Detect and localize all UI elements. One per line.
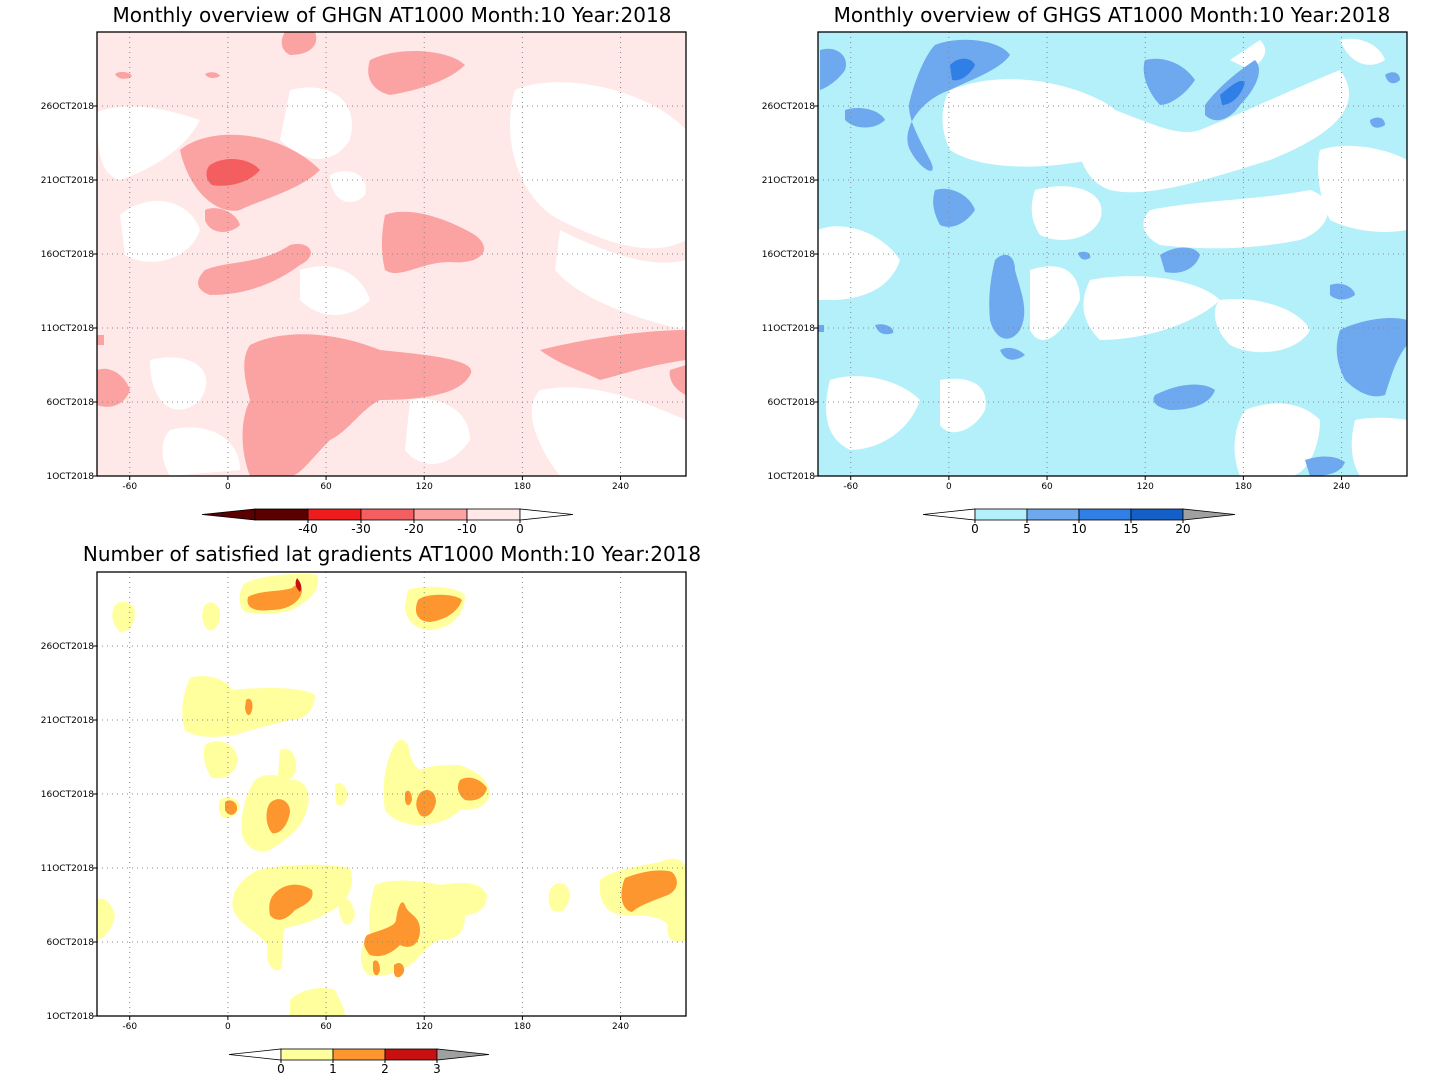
colorbar-label: 3 [433,1062,441,1076]
y-tick-label: 1OCT2018 [47,472,95,482]
colorbar: 0 1 2 3 [228,1048,490,1076]
y-tick-label: 26OCT2018 [41,102,94,112]
colorbar-swatch [974,508,1028,521]
darkred-cell [295,578,302,592]
colorbar: 0 5 10 15 20 [922,508,1236,536]
y-tick-label: 11OCT2018 [41,324,94,334]
mid-red-regions [97,32,686,476]
x-tick-label: 0 [225,482,231,492]
y-tick-label: 16OCT2018 [762,250,815,260]
white-regions [818,38,1407,476]
colorbar-extend-high [436,1048,490,1061]
colorbar-swatch [360,508,415,521]
panel-ghgs: Monthly overview of GHGS AT1000 Month:10… [762,3,1408,536]
x-axis: -60 0 60 120 180 240 [843,476,1350,492]
colorbar-label: 0 [277,1062,285,1076]
y-axis: 1OCT2018 6OCT2018 11OCT2018 16OCT2018 21OCT2… [762,102,818,482]
grid [97,572,686,1016]
y-tick-label: 26OCT2018 [41,642,94,652]
colorbar-label: 10 [1071,522,1086,536]
colorbar-label: 1 [329,1062,337,1076]
y-tick-label: 6OCT2018 [47,938,95,948]
x-tick-label: 60 [320,482,332,492]
colorbar-extend-low [201,508,256,521]
y-tick-label: 1OCT2018 [47,1012,95,1022]
x-tick-label: 120 [1137,482,1154,492]
strong-red-core [206,158,260,186]
orange-regions [225,584,677,978]
colorbar-label: -40 [298,522,318,536]
mid-blue-regions [818,39,1407,476]
x-tick-label: 240 [612,482,629,492]
panel-ghgn: Monthly overview of GHGN AT1000 Month:10… [41,3,687,536]
x-axis: -60 0 60 120 180 240 [122,476,629,492]
colorbar-extend-high [1182,508,1236,521]
colorbar-label: -20 [404,522,424,536]
x-tick-label: 60 [320,1022,332,1032]
colorbar-label: -30 [351,522,371,536]
y-tick-label: 11OCT2018 [762,324,815,334]
x-tick-label: 120 [416,1022,433,1032]
x-tick-label: -60 [843,482,858,492]
y-tick-label: 16OCT2018 [41,790,94,800]
colorbar-swatch [1026,508,1080,521]
colorbar-swatch [307,508,362,521]
white-regions [97,82,686,476]
colorbar-swatch [280,1048,334,1061]
y-tick-label: 6OCT2018 [47,398,95,408]
colorbar-swatch [332,1048,386,1061]
colorbar-label: 0 [516,522,524,536]
y-tick-label: 21OCT2018 [41,716,94,726]
colorbar-swatch [254,508,309,521]
y-axis: 1OCT2018 6OCT2018 11OCT2018 16OCT2018 21OCT2… [41,102,97,482]
y-tick-label: 1OCT2018 [768,472,816,482]
colorbar-swatch [384,1048,438,1061]
colorbar: -40 -30 -20 -10 0 [201,508,574,536]
chart-title: Monthly overview of GHGN AT1000 Month:10… [113,3,672,27]
x-tick-label: 0 [225,1022,231,1032]
chart-title: Monthly overview of GHGS AT1000 Month:10… [834,3,1391,27]
colorbar-swatch [413,508,468,521]
x-tick-label: -60 [122,482,137,492]
colorbar-label: 15 [1123,522,1138,536]
colorbar-extend-low [228,1048,282,1061]
colorbar-label: 2 [381,1062,389,1076]
x-tick-label: 180 [1235,482,1252,492]
y-tick-label: 6OCT2018 [768,398,816,408]
panel-lat-gradients: Number of satisfied lat gradients AT1000… [41,542,701,1076]
grid [97,32,686,476]
colorbar-label: 5 [1023,522,1031,536]
x-tick-label: 120 [416,482,433,492]
x-tick-label: 240 [1333,482,1350,492]
y-tick-label: 16OCT2018 [41,250,94,260]
colorbar-label: 0 [971,522,979,536]
x-axis: -60 0 60 120 180 240 [122,1016,629,1032]
colorbar-label: 20 [1175,522,1190,536]
colorbar-extend-high [519,508,574,521]
y-tick-label: 26OCT2018 [762,102,815,112]
x-tick-label: 180 [514,1022,531,1032]
y-tick-label: 11OCT2018 [41,864,94,874]
x-tick-label: -60 [122,1022,137,1032]
x-tick-label: 0 [946,482,952,492]
x-tick-label: 180 [514,482,531,492]
chart-title: Number of satisfied lat gradients AT1000… [83,542,701,566]
strong-blue-regions [950,58,1245,105]
grid [818,32,1407,476]
x-tick-label: 240 [612,1022,629,1032]
colorbar-label: -10 [457,522,477,536]
y-tick-label: 21OCT2018 [762,176,815,186]
colorbar-extend-low [922,508,976,521]
x-tick-label: 60 [1041,482,1053,492]
y-tick-label: 21OCT2018 [41,176,94,186]
colorbar-swatch [1130,508,1184,521]
colorbar-swatch [466,508,521,521]
colorbar-swatch [1078,508,1132,521]
y-axis: 1OCT2018 6OCT2018 11OCT2018 16OCT2018 21OCT2… [41,642,97,1022]
